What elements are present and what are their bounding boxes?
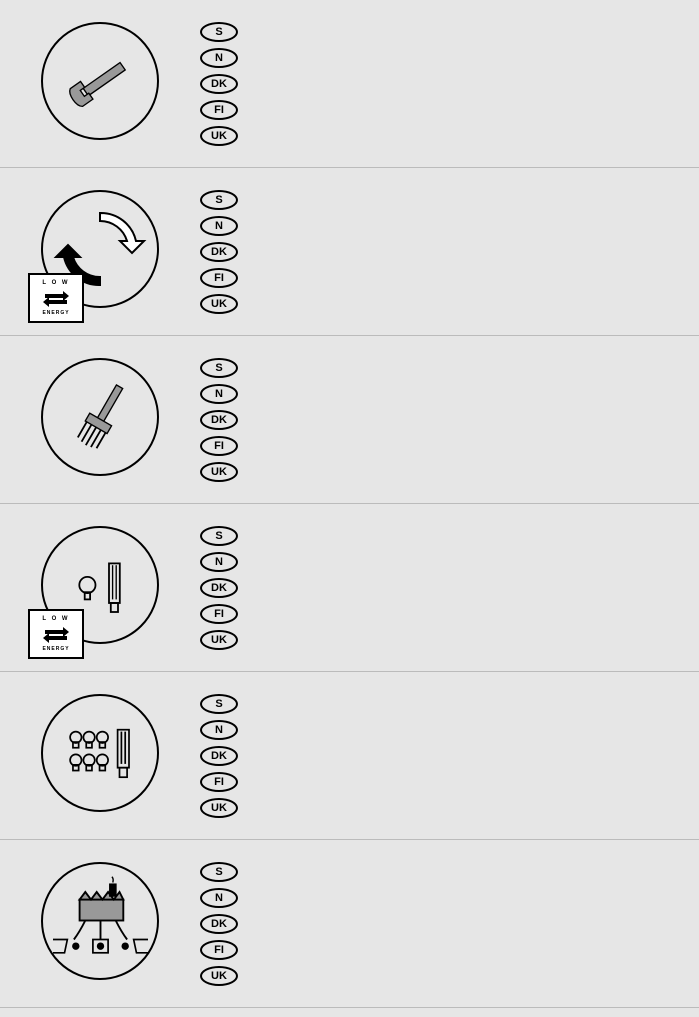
brush-icon — [41, 358, 159, 476]
flag-fi[interactable]: FI — [200, 100, 238, 120]
flag-s[interactable]: S — [200, 526, 238, 546]
country-flags: SN DK FI UK — [200, 18, 238, 146]
flag-dk[interactable]: DK — [200, 578, 238, 598]
flag-dk[interactable]: DK — [200, 74, 238, 94]
list-row: SN DK FI UK — [0, 336, 699, 504]
flag-fi[interactable]: FI — [200, 604, 238, 624]
low-energy-badge: L O W ENERGY — [28, 273, 84, 323]
icon-wrap — [0, 858, 200, 983]
flag-s[interactable]: S — [200, 862, 238, 882]
icon-wrap — [0, 690, 200, 815]
flag-dk[interactable]: DK — [200, 410, 238, 430]
wrench-icon — [41, 22, 159, 140]
flag-n[interactable]: N — [200, 888, 238, 908]
low-energy-badge: L O W ENERGY — [28, 609, 84, 659]
flag-n[interactable]: N — [200, 552, 238, 572]
flag-s[interactable]: S — [200, 694, 238, 714]
flag-s[interactable]: S — [200, 358, 238, 378]
bulb-multi-icon — [41, 694, 159, 812]
list-row: L O W ENERGY SN DK FI UK — [0, 168, 699, 336]
country-flags: SN DK FI UK — [200, 858, 238, 986]
low-energy-top: L O W — [42, 616, 69, 622]
flag-fi[interactable]: FI — [200, 940, 238, 960]
flag-uk[interactable]: UK — [200, 294, 238, 314]
list-row: L O W ENERGY SN DK FI UK — [0, 504, 699, 672]
flag-s[interactable]: S — [200, 190, 238, 210]
flag-n[interactable]: N — [200, 720, 238, 740]
icon-wrap — [0, 18, 200, 143]
flag-uk[interactable]: UK — [200, 798, 238, 818]
icon-wrap: L O W ENERGY — [0, 186, 200, 311]
country-flags: SN DK FI UK — [200, 186, 238, 314]
flag-fi[interactable]: FI — [200, 268, 238, 288]
list-row: SN DK FI UK — [0, 672, 699, 840]
flag-uk[interactable]: UK — [200, 630, 238, 650]
list-row: SN DK FI UK — [0, 0, 699, 168]
icon-wrap — [0, 354, 200, 479]
country-flags: SN DK FI UK — [200, 522, 238, 650]
flag-n[interactable]: N — [200, 384, 238, 404]
low-energy-arrows — [41, 288, 71, 308]
factory-icon — [41, 862, 159, 980]
low-energy-bottom: ENERGY — [42, 310, 69, 316]
flag-fi[interactable]: FI — [200, 772, 238, 792]
low-energy-bottom: ENERGY — [42, 646, 69, 652]
flag-dk[interactable]: DK — [200, 242, 238, 262]
flag-dk[interactable]: DK — [200, 746, 238, 766]
low-energy-top: L O W — [42, 280, 69, 286]
flag-dk[interactable]: DK — [200, 914, 238, 934]
flag-fi[interactable]: FI — [200, 436, 238, 456]
country-flags: SN DK FI UK — [200, 690, 238, 818]
low-energy-arrows — [41, 624, 71, 644]
flag-n[interactable]: N — [200, 216, 238, 236]
country-flags: SN DK FI UK — [200, 354, 238, 482]
flag-uk[interactable]: UK — [200, 966, 238, 986]
flag-uk[interactable]: UK — [200, 462, 238, 482]
flag-uk[interactable]: UK — [200, 126, 238, 146]
flag-n[interactable]: N — [200, 48, 238, 68]
list-row: SN DK FI UK — [0, 840, 699, 1008]
flag-s[interactable]: S — [200, 22, 238, 42]
icon-wrap: L O W ENERGY — [0, 522, 200, 647]
